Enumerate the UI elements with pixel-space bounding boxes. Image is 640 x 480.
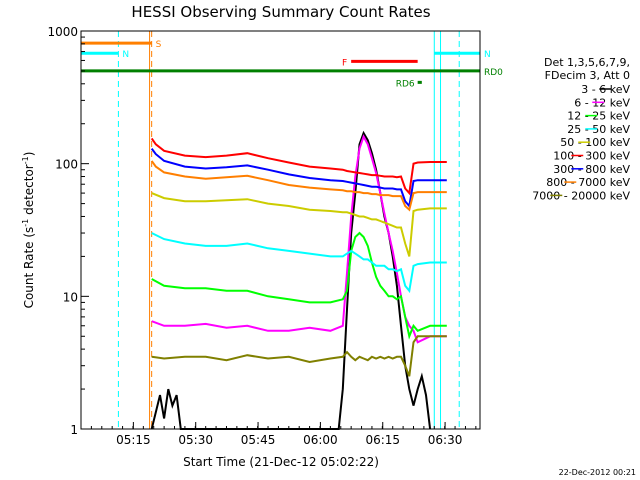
legend-entry-6: 300 - 800 keV bbox=[553, 163, 630, 176]
chart-title: HESSI Observing Summary Count Rates bbox=[131, 3, 430, 21]
legend-entry-7: 800 - 7000 keV bbox=[546, 176, 630, 189]
legend-entry-3: 25 - 50 keV bbox=[567, 123, 630, 136]
plot-area: S N N F RD0 RD6 bbox=[81, 31, 503, 430]
x-tick-label: 05:30 bbox=[178, 433, 213, 447]
series-line-0 bbox=[150, 130, 432, 430]
legend: Det 1,3,5,6,7,9, FDecim 3, Att 0 3 - 6 k… bbox=[532, 56, 630, 202]
series-line-5 bbox=[150, 137, 447, 196]
y-axis: 1 10 100 1000 bbox=[47, 25, 89, 437]
x-tick-label: 05:45 bbox=[241, 433, 276, 447]
flag-label-f: F bbox=[342, 58, 347, 68]
timestamp: 22-Dec-2012 00:21 bbox=[559, 468, 636, 477]
legend-entry-5: 100 - 300 keV bbox=[553, 150, 630, 163]
series-line-4 bbox=[151, 192, 447, 257]
y-tick-label: 1000 bbox=[47, 25, 78, 39]
y-axis-label: Count Rate (s-1 detector-1) bbox=[21, 152, 36, 309]
flag-label-n: N bbox=[484, 50, 491, 60]
y-tick-label: 1 bbox=[70, 423, 78, 437]
x-tick-label: 05:15 bbox=[116, 433, 151, 447]
legend-entry-2: 12 - 25 keV bbox=[567, 110, 630, 123]
x-tick-label: 06:00 bbox=[303, 433, 338, 447]
legend-header-line-1: Det 1,3,5,6,7,9, bbox=[544, 56, 630, 69]
flag-label-rd0: RD0 bbox=[484, 68, 503, 78]
legend-header-line-2: FDecim 3, Att 0 bbox=[545, 69, 630, 82]
series-line-8 bbox=[151, 335, 447, 377]
y-axis-label-part: ) bbox=[22, 152, 36, 157]
x-tick-label: 06:15 bbox=[365, 433, 400, 447]
x-axis-label: Start Time (21-Dec-12 05:02:22) bbox=[183, 455, 379, 469]
y-axis-label-part: -1 bbox=[21, 156, 30, 164]
series-line-3 bbox=[151, 232, 447, 294]
x-axis: 05:15 05:30 05:45 06:00 06:15 06:30 bbox=[80, 422, 477, 447]
y-axis-label-part: detector bbox=[22, 164, 36, 219]
y-axis-label-part: Count Rate (s bbox=[22, 227, 36, 309]
plot-frame bbox=[80, 30, 481, 430]
legend-entry-8: 7000 - 20000 keV bbox=[532, 189, 630, 202]
flag-label-rd6: RD6 bbox=[396, 79, 415, 89]
y-axis-label-part: -1 bbox=[21, 219, 30, 227]
flag-label-n: N bbox=[122, 50, 129, 60]
series-line-6 bbox=[150, 148, 447, 209]
flag-label-s: S bbox=[156, 40, 162, 50]
legend-entry-4: 50 - 100 keV bbox=[560, 136, 630, 149]
series-line-7 bbox=[150, 160, 447, 212]
y-tick-label: 10 bbox=[63, 290, 78, 304]
y-tick-label: 100 bbox=[55, 158, 78, 172]
series-line-2 bbox=[151, 231, 447, 340]
x-tick-label: 06:30 bbox=[428, 433, 463, 447]
